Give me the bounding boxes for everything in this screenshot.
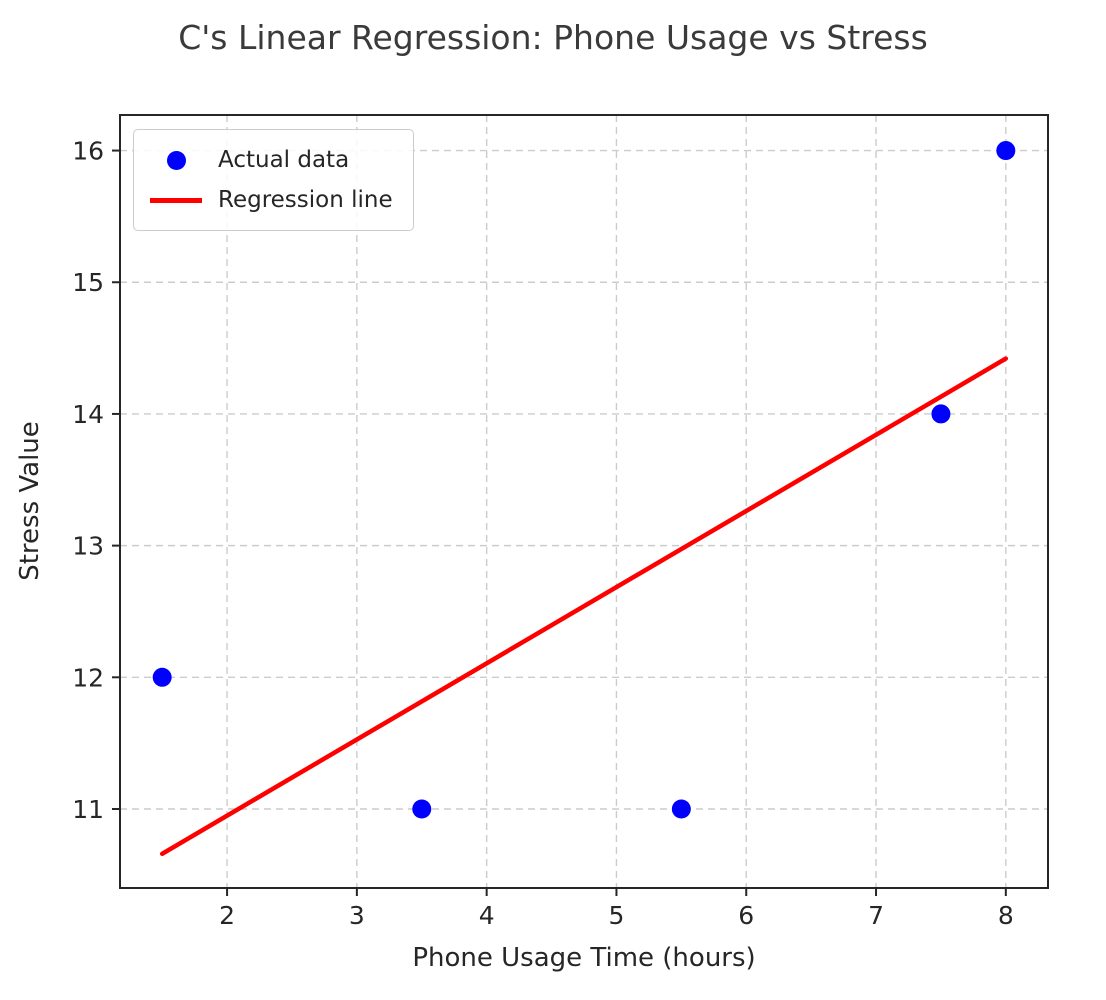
x-axis-label: Phone Usage Time (hours) [412, 943, 756, 973]
legend-label-actual-data: Actual data [218, 147, 350, 173]
y-axis-label-text: Stress Value [15, 421, 45, 581]
y-tick-label: 11 [72, 795, 104, 824]
x-tick-label: 7 [868, 901, 884, 930]
data-point [152, 667, 172, 687]
line-swatch-icon [148, 197, 204, 203]
data-point [931, 404, 951, 424]
plot-border [119, 114, 1049, 889]
y-tick-label: 14 [72, 400, 104, 429]
legend-item-actual-data: Actual data [148, 140, 393, 180]
legend-item-regression-line: Regression line [148, 180, 393, 220]
data-point [996, 141, 1016, 161]
scatter-marker-icon [148, 150, 204, 170]
data-point [671, 799, 691, 819]
x-tick-label: 6 [738, 901, 754, 930]
y-tick-label: 16 [72, 137, 104, 166]
data-point [412, 799, 432, 819]
axes-background [120, 115, 1048, 888]
x-tick-label: 2 [219, 901, 235, 930]
y-tick-label: 13 [72, 532, 104, 561]
legend-label-regression-line: Regression line [218, 187, 393, 213]
chart-title: C's Linear Regression: Phone Usage vs St… [178, 18, 928, 57]
x-tick-label: 8 [998, 901, 1014, 930]
x-tick-label: 4 [479, 901, 495, 930]
x-tick-label: 5 [608, 901, 624, 930]
x-tick-label: 3 [349, 901, 365, 930]
y-tick-label: 15 [72, 268, 104, 297]
legend: Actual data Regression line [133, 129, 414, 231]
regression-line [159, 356, 1009, 857]
y-tick-label: 12 [72, 663, 104, 692]
